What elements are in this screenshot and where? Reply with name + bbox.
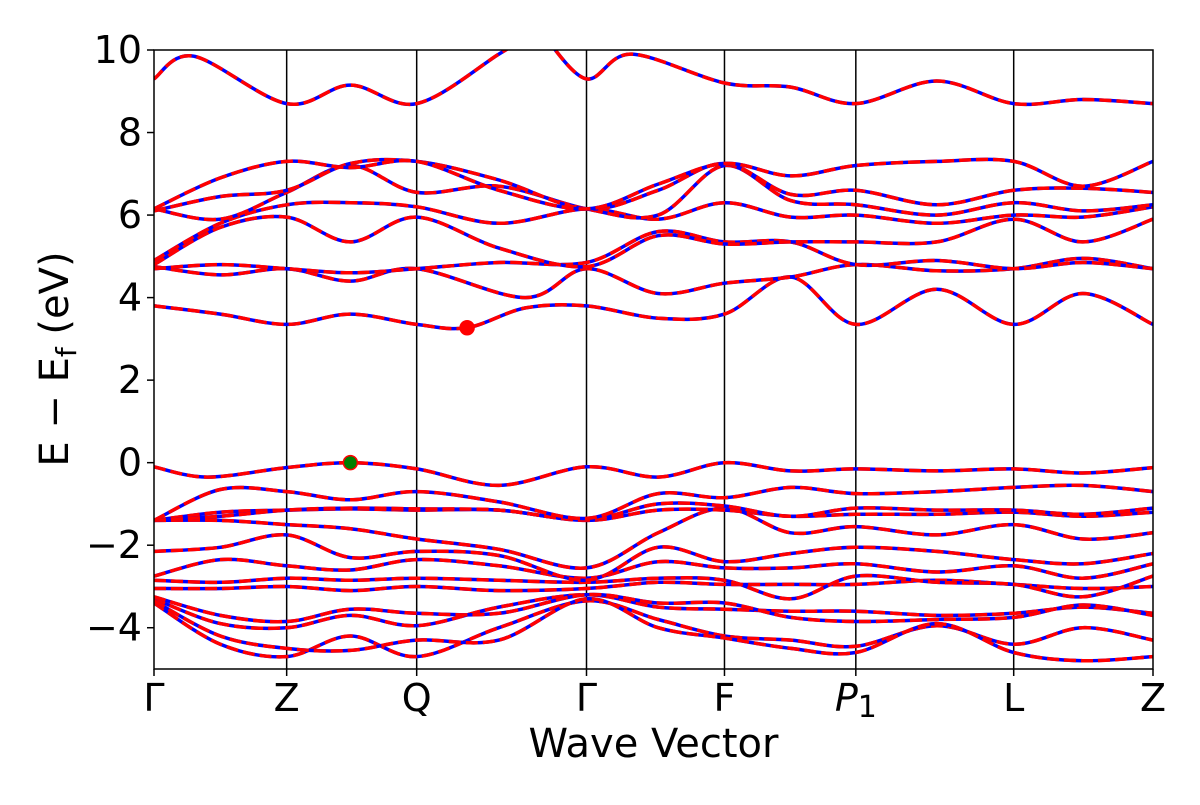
x-tick-label: Γ [576,676,597,720]
x-tick-label: Z [1140,676,1166,720]
y-tick-label: 4 [118,276,142,320]
band-edge-markers [342,319,475,471]
y-tick-label: 6 [118,193,142,237]
band-line-dashed [154,256,1153,300]
band-line-solid [553,50,1153,107]
x-axis-label: Wave Vector [529,721,780,767]
x-tick-label: Γ [143,676,164,720]
band-line-dashed [154,229,1153,275]
y-tick-label: −4 [86,606,142,650]
band-line-dashed [154,460,1153,488]
y-axis-label-sub: f [50,346,83,357]
y-tick-label: 8 [118,111,142,155]
band-line-dashed [154,592,1153,631]
y-axis-ticks: 10 8 6 4 2 0 −2 −4 [86,28,154,650]
band-line-dashed [154,573,1153,601]
band-line-solid [154,275,1153,331]
y-tick-label: 0 [118,441,142,485]
x-tick-label: Q [402,676,432,720]
band-line-solid [154,460,1153,488]
band-lines [154,50,1153,663]
x-tick-label-sub: 1 [858,690,877,725]
x-tick-label-main: P [835,676,858,720]
band-line-dashed [154,557,1153,580]
band-line-dashed [154,483,1153,522]
y-axis-label-main: E − E [32,357,78,467]
band-line-dashed [154,533,1153,583]
x-tick-label: L [1003,676,1024,720]
band-line-dashed [553,50,1153,107]
band-line-dashed [154,506,1153,570]
band-line-solid [154,50,510,107]
band-line-dashed [154,163,1153,222]
band-line-dashed [154,592,1153,624]
band-line-dashed [154,157,1153,213]
y-axis-label-unit: (eV) [32,251,78,347]
plot-frame [153,49,1154,670]
band-line-dashed [154,501,1153,523]
y-tick-label: 2 [118,358,142,402]
high-symmetry-lines [285,50,1015,669]
band-line-dashed [154,157,1153,211]
x-axis-ticks: Γ Z Q Γ F P1 L Z [143,669,1166,725]
y-tick-label: 10 [94,28,142,72]
x-tick-label: F [714,676,736,720]
band-line-dashed [154,50,510,107]
x-tick-label: P1 [835,676,877,725]
band-line-dashed [154,200,1153,263]
cbm-marker [459,319,475,336]
y-tick-label: −2 [86,523,142,567]
y-axis-label: E − Ef (eV) [32,251,83,466]
band-line-dashed [154,597,1153,663]
vbm-marker [342,454,359,471]
band-line-dashed [154,214,1153,269]
x-tick-label: Z [274,676,300,720]
band-line-solid [154,557,1153,580]
